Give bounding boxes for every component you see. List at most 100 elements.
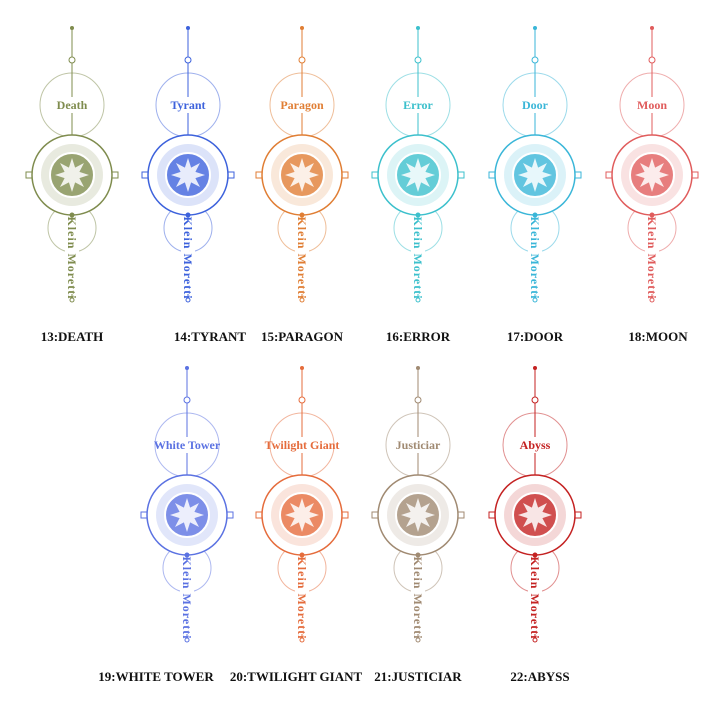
emblem-icon: [285, 498, 319, 532]
emblem-icon: [401, 498, 435, 532]
mid-dot: [415, 552, 421, 558]
top-dot: [533, 366, 537, 370]
pathway-title: Door: [522, 98, 549, 112]
emblem-column: Death Klein Moretti 13:DEATH: [25, 26, 119, 344]
vertical-bg: [528, 222, 542, 294]
vertical-bg: [645, 222, 659, 294]
emblem-column: Error Klein Moretti 16:ERROR: [371, 26, 465, 344]
caption: 14:TYRANT: [174, 329, 247, 344]
side-node: [25, 171, 33, 179]
vertical-name: Klein Moretti: [295, 216, 309, 299]
side-node: [457, 511, 465, 519]
emblem-icon: [518, 158, 552, 192]
small-ring: [531, 396, 539, 404]
emblem-icon: [170, 498, 204, 532]
vertical-name: Klein Moretti: [295, 556, 309, 639]
side-node: [574, 171, 582, 179]
bottom-ring: [415, 297, 421, 303]
vertical-bg: [180, 562, 194, 634]
caption: 15:PARAGON: [261, 329, 344, 344]
vertical-bg: [295, 222, 309, 294]
side-node: [605, 171, 613, 179]
side-node: [255, 511, 263, 519]
bottom-ring: [185, 297, 191, 303]
emblem-icon: [518, 498, 552, 532]
emblem-icon: [401, 158, 435, 192]
emblem-column: Twilight Giant Klein Moretti 20:TWILIGHT G…: [230, 366, 363, 684]
emblem-column: Abyss Klein Moretti 22:ABYSS: [488, 366, 582, 684]
side-node: [141, 171, 149, 179]
mid-dot: [532, 212, 538, 218]
vertical-name: Klein Moretti: [181, 216, 195, 299]
small-ring: [648, 56, 656, 64]
top-dot: [650, 26, 654, 30]
label-bg: [388, 97, 448, 113]
vertical-bg: [181, 222, 195, 294]
top-dot: [416, 26, 420, 30]
small-ring: [298, 56, 306, 64]
top-dot: [300, 26, 304, 30]
vertical-bg: [411, 562, 425, 634]
mid-dot: [649, 212, 655, 218]
vertical-bg: [65, 222, 79, 294]
pathway-title: Tyrant: [170, 98, 205, 112]
pathway-title: Paragon: [280, 98, 324, 112]
bottom-ring: [649, 297, 655, 303]
pathway-title: Error: [403, 98, 433, 112]
bottom-ring: [69, 297, 75, 303]
mid-dot: [184, 552, 190, 558]
side-node: [691, 171, 699, 179]
caption: 22:ABYSS: [510, 669, 569, 684]
side-node: [341, 171, 349, 179]
bottom-ring: [415, 637, 421, 643]
side-node: [488, 171, 496, 179]
small-ring: [414, 56, 422, 64]
top-dot: [533, 26, 537, 30]
side-node: [255, 171, 263, 179]
label-bg: [42, 97, 102, 113]
mid-dot: [415, 212, 421, 218]
top-dot: [416, 366, 420, 370]
pathway-title: White Tower: [154, 438, 221, 452]
top-dot: [185, 366, 189, 370]
side-node: [371, 511, 379, 519]
vertical-bg: [295, 562, 309, 634]
small-ring: [531, 56, 539, 64]
vertical-name: Klein Moretti: [411, 216, 425, 299]
mid-dot: [185, 212, 191, 218]
pathway-title: Justiciar: [396, 438, 441, 452]
mid-dot: [532, 552, 538, 558]
caption: 21:JUSTICIAR: [374, 669, 462, 684]
label-bg: [157, 437, 217, 453]
vertical-bg: [528, 562, 542, 634]
emblem-column: Door Klein Moretti 17:DOOR: [488, 26, 582, 344]
emblem-column: Moon Klein Moretti 18:MOON: [605, 26, 699, 344]
emblem-icon: [285, 158, 319, 192]
caption: 17:DOOR: [507, 329, 564, 344]
side-node: [227, 171, 235, 179]
top-dot: [70, 26, 74, 30]
side-node: [111, 171, 119, 179]
side-node: [341, 511, 349, 519]
caption: 16:ERROR: [386, 329, 451, 344]
bottom-ring: [299, 637, 305, 643]
label-bg: [272, 97, 332, 113]
side-node: [226, 511, 234, 519]
small-ring: [298, 396, 306, 404]
vertical-name: Klein Moretti: [645, 216, 659, 299]
caption: 20:TWILIGHT GIANT: [230, 669, 363, 684]
emblem-column: Justiciar Klein Moretti 21:JUSTICIAR: [371, 366, 465, 684]
top-dot: [186, 26, 190, 30]
pathway-title: Abyss: [520, 438, 551, 452]
vertical-name: Klein Moretti: [180, 556, 194, 639]
label-bg: [505, 437, 565, 453]
caption: 13:DEATH: [41, 329, 104, 344]
side-node: [371, 171, 379, 179]
bottom-ring: [532, 637, 538, 643]
emblem-column: Tyrant Klein Moretti 14:TYRANT: [141, 26, 247, 344]
bottom-ring: [184, 637, 190, 643]
vertical-name: Klein Moretti: [528, 556, 542, 639]
side-node: [457, 171, 465, 179]
emblem-icon: [635, 158, 669, 192]
